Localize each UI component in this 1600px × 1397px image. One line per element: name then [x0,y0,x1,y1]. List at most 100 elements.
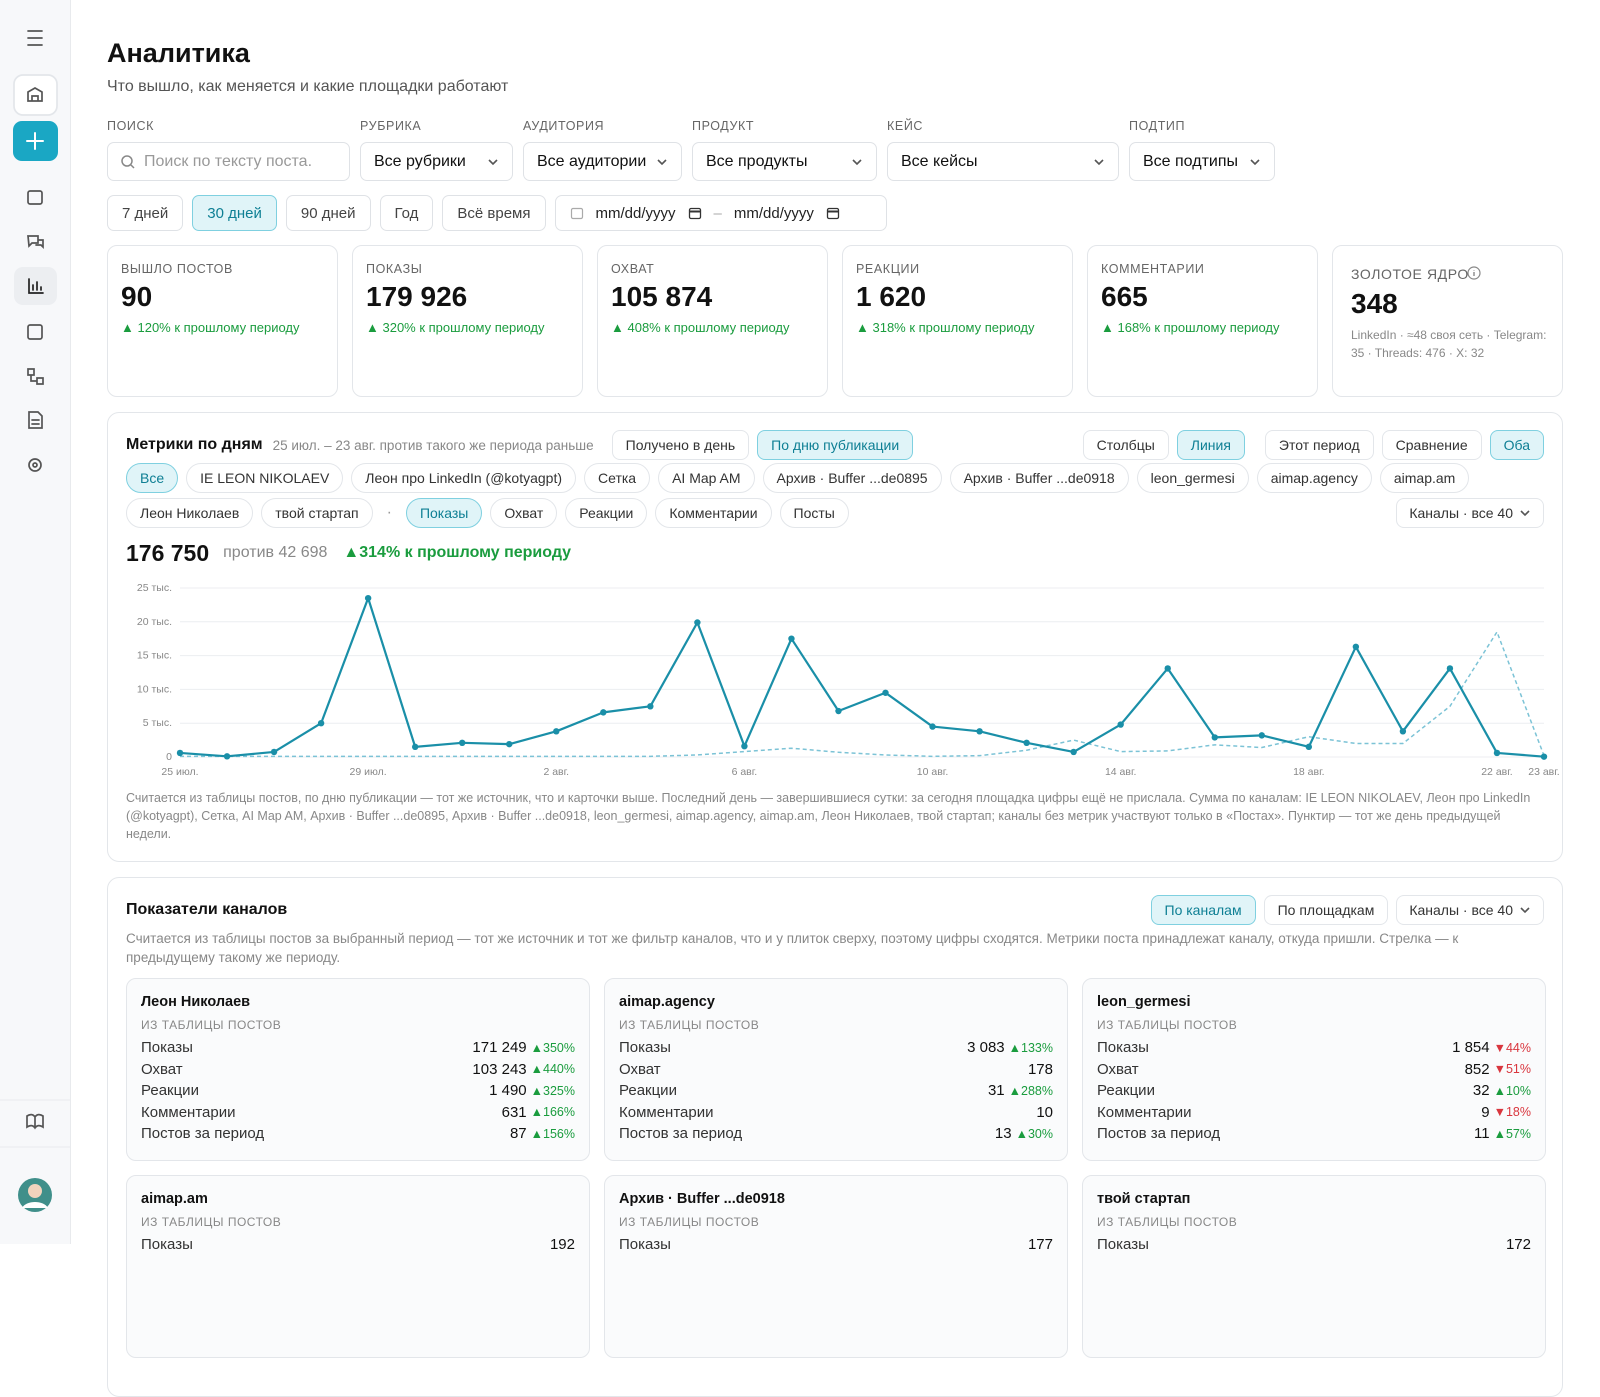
settings-icon[interactable] [28,458,42,472]
filter: ПРОДУКТ Все продукты [692,119,877,181]
view-toggle[interactable]: Линия [1176,430,1245,460]
period-button[interactable]: Всё время [442,195,546,231]
daily-chart: 0 5 тыс. 10 тыс. 15 тыс. 20 тыс. 25 тыс. 25 ию… [137,582,1560,778]
channel-chip[interactable]: IE LEON NIKOLAEV [186,463,344,493]
card-source: ИЗ ТАБЛИЦЫ ПОСТОВ [141,1018,282,1032]
metric-chip[interactable]: Комментарии [655,498,772,528]
metric-delta: ▲440% [530,1062,575,1077]
filter: КЕЙС Все кейсы [887,119,1119,181]
metric-value: 103 243 [472,1060,527,1078]
period-button[interactable]: 90 дней [285,195,371,231]
channel-chip[interactable]: Леон про LinkedIn (@kotyagpt) [351,463,577,493]
metric-value: 631 [501,1103,527,1121]
series-line [179,597,1545,758]
card-name: leon_germesi [1097,994,1191,1010]
filter-select[interactable]: Все кейсы [887,142,1119,181]
x-tick-label: 29 июл. [350,766,387,778]
metric-label: Постов за период [141,1125,265,1143]
range-toggle[interactable]: Этот период [1264,430,1374,460]
filter-select[interactable]: Все продукты [692,142,877,181]
metric-chip[interactable]: Показы [405,498,483,528]
board-icon[interactable] [27,324,43,340]
y-tick-label: 10 тыс. [137,683,172,695]
calendar [570,207,583,220]
kpi-value: 665 [1101,281,1148,312]
page-subtitle: Что вышло, как меняется и какие площадки… [107,78,509,95]
metric-value: 192 [549,1236,575,1253]
channel-chip[interactable]: твой стартап [261,498,373,528]
channel-chip[interactable]: Архив · Buffer ...de0918 [949,463,1129,493]
point [1023,739,1030,747]
channel-chip[interactable]: aimap.agency [1256,463,1372,493]
home-button[interactable] [13,74,58,116]
period-button[interactable]: 7 дней [107,195,184,231]
metric-label: Комментарии [619,1103,714,1121]
date-separator: – [713,204,722,222]
flow-icon[interactable] [27,368,44,385]
point [1164,665,1171,672]
metric-value: 87 [509,1125,527,1143]
channel-card: Архив · Buffer ...de0918 ИЗ ТАБЛИЦЫ ПОСТО… [604,1175,1068,1358]
info-icon[interactable] [1467,266,1481,280]
card-source: ИЗ ТАБЛИЦЫ ПОСТОВ [1097,1018,1238,1032]
menu-icon[interactable] [27,30,43,46]
calendar-icon [688,207,701,220]
channel-chip[interactable]: Сетка [584,463,651,493]
metric-chip[interactable]: Реакции [565,498,648,528]
search-placeholder: Поиск по тексту поста. [144,152,313,170]
filter-label: АУДИТОРИЯ [523,119,605,133]
y-tick-label: 15 тыс. [137,650,172,662]
chevron-icon [488,158,498,165]
filter-select[interactable]: Все аудитории [523,142,682,181]
channels-toggle[interactable]: По площадкам [1263,895,1389,925]
view-toggle[interactable]: Столбцы [1082,430,1169,460]
metric-row: Показы 172 [1097,1234,1531,1255]
kpi-card: РЕАКЦИИ 1 620 ▲ 318% к прошлому периоду [842,245,1073,397]
period-button[interactable]: 30 дней [192,195,277,231]
channel-chip[interactable]: leon_germesi [1136,463,1249,493]
calendar-icon[interactable] [27,190,43,205]
analytics-button[interactable] [14,267,57,305]
filters: ПОИСК Поиск по тексту поста. РУБРИКА Все ру… [107,119,1563,181]
filter-select[interactable]: Все подтипы [1129,142,1275,181]
chat-icon[interactable] [27,235,44,250]
kpi-row: ВЫШЛО ПОСТОВ 90 ▲ 120% к прошлому периоду П… [107,245,1563,397]
daily-header: Метрики по дням 25 июл. – 23 авг. против … [126,430,1544,460]
date-from[interactable]: mm/dd/yyyy [595,204,676,222]
source-toggle[interactable]: Получено в день [611,430,750,460]
select-value: Каналы · все 40 [1409,505,1513,521]
channels-select[interactable]: Каналы · все 40 [1396,895,1544,925]
channel-chip[interactable]: AI Map AM [658,463,755,493]
channel-select[interactable]: Каналы · все 40 [1396,498,1544,528]
channel-chip[interactable]: aimap.am [1379,463,1470,493]
range-toggle[interactable]: Оба [1489,430,1544,460]
docs-icon[interactable] [26,1113,44,1130]
filter-select[interactable]: Все рубрики [360,142,513,181]
point [176,749,184,757]
sidebar-icons [0,30,71,1212]
metric-chip[interactable]: Охват [490,498,558,528]
point [976,728,983,735]
metric-value: 9 [1481,1103,1490,1121]
filter-label: ПОДТИП [1129,119,1186,133]
daily-title: Метрики по дням [126,436,263,453]
metric-label: Показы [1097,1039,1149,1056]
search-input[interactable]: Поиск по тексту поста. [107,142,350,181]
period-button[interactable]: Год [379,195,434,231]
point [1399,728,1407,735]
metric-value: 171 249 [472,1039,527,1056]
metric-chip[interactable]: Посты [779,498,849,528]
date-to[interactable]: mm/dd/yyyy [733,204,814,222]
point [553,728,560,735]
range-toggle[interactable]: Сравнение [1381,430,1482,460]
point [1117,721,1124,728]
filter-value: Все подтипы [1143,152,1238,170]
channel-chip[interactable]: Все [126,463,179,493]
channels-toggle[interactable]: По каналам [1150,895,1256,925]
handle [130,163,135,169]
channel-chip[interactable]: Леон Николаев [126,498,254,528]
doc-icon[interactable] [28,411,43,429]
source-toggle[interactable]: По дню публикации [757,430,914,460]
channel-chip[interactable]: Архив · Buffer ...de0895 [762,463,942,493]
golden-note: LinkedIn · ≈48 своя сеть · Telegram: 35 … [1351,328,1547,360]
